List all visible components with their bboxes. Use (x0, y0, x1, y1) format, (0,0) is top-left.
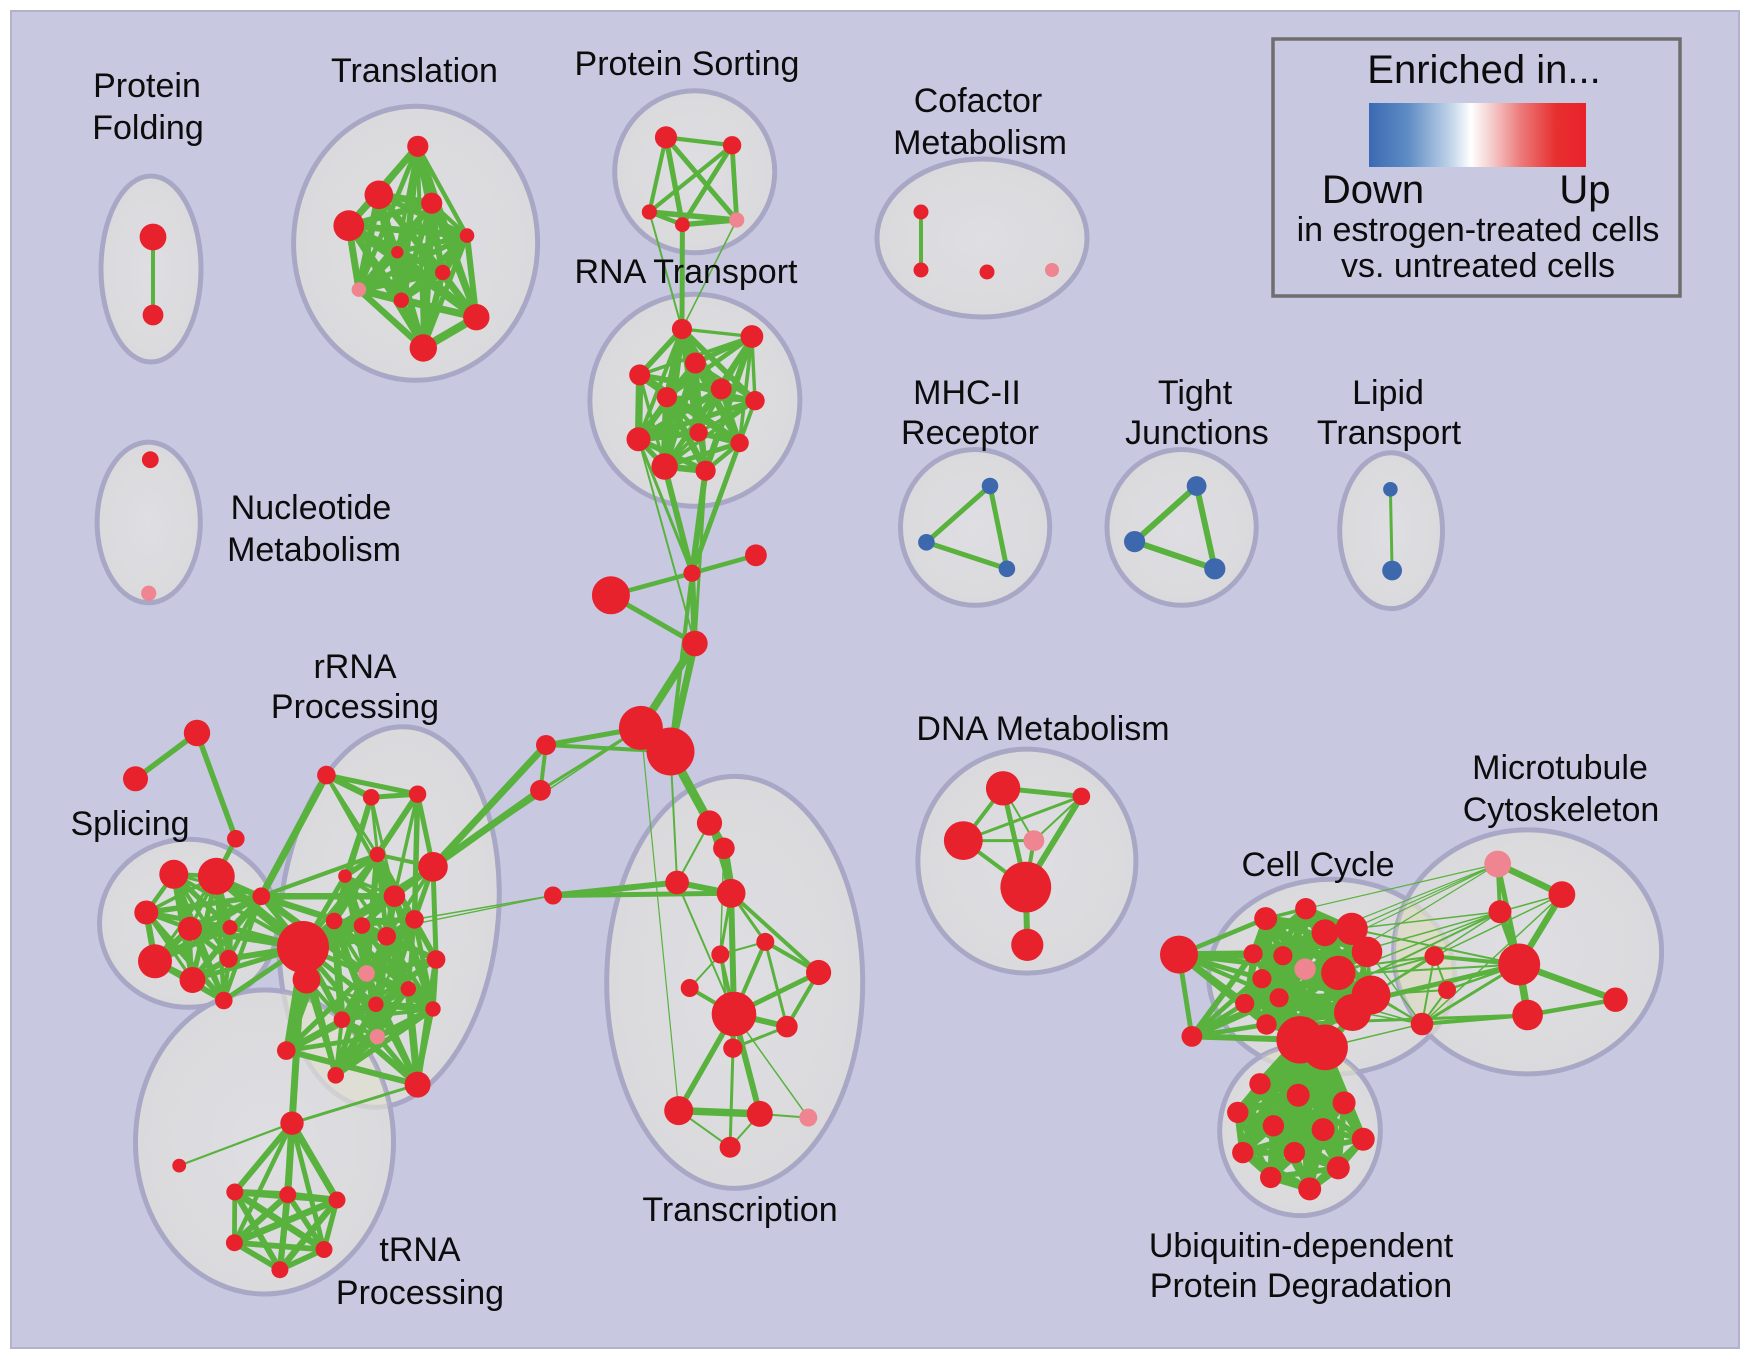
svg-text:Metabolism: Metabolism (227, 531, 401, 569)
svg-text:Transcription: Transcription (642, 1191, 837, 1229)
svg-text:Cofactor: Cofactor (914, 82, 1043, 120)
svg-text:Microtubule: Microtubule (1472, 749, 1648, 787)
svg-text:Splicing: Splicing (70, 805, 189, 843)
svg-text:Processing: Processing (271, 688, 439, 726)
svg-text:Transport: Transport (1317, 414, 1462, 452)
svg-text:Cell Cycle: Cell Cycle (1241, 846, 1394, 884)
svg-text:Lipid: Lipid (1352, 374, 1424, 412)
svg-text:Protein Degradation: Protein Degradation (1150, 1267, 1452, 1305)
svg-text:DNA Metabolism: DNA Metabolism (916, 710, 1169, 748)
svg-text:Receptor: Receptor (901, 414, 1039, 452)
svg-text:Processing: Processing (336, 1274, 504, 1312)
svg-text:Enriched in...: Enriched in... (1367, 48, 1600, 92)
svg-text:Protein Sorting: Protein Sorting (575, 45, 800, 83)
svg-text:Junctions: Junctions (1125, 414, 1269, 452)
svg-text:Ubiquitin-dependent: Ubiquitin-dependent (1149, 1227, 1454, 1265)
svg-text:MHC-II: MHC-II (913, 374, 1021, 412)
svg-text:Translation: Translation (331, 52, 498, 90)
svg-text:Metabolism: Metabolism (893, 124, 1067, 162)
svg-text:Up: Up (1559, 168, 1610, 212)
svg-text:Tight: Tight (1158, 374, 1233, 412)
svg-text:Nucleotide: Nucleotide (231, 489, 392, 527)
svg-text:in estrogen-treated cells: in estrogen-treated cells (1297, 211, 1660, 249)
svg-text:tRNA: tRNA (379, 1231, 461, 1269)
svg-text:Cytoskeleton: Cytoskeleton (1463, 791, 1660, 829)
svg-text:Folding: Folding (92, 109, 204, 147)
svg-text:RNA Transport: RNA Transport (575, 253, 799, 291)
svg-text:rRNA: rRNA (313, 648, 396, 686)
svg-text:Protein: Protein (93, 67, 201, 105)
svg-text:vs. untreated cells: vs. untreated cells (1341, 247, 1615, 285)
svg-text:Down: Down (1322, 168, 1424, 212)
